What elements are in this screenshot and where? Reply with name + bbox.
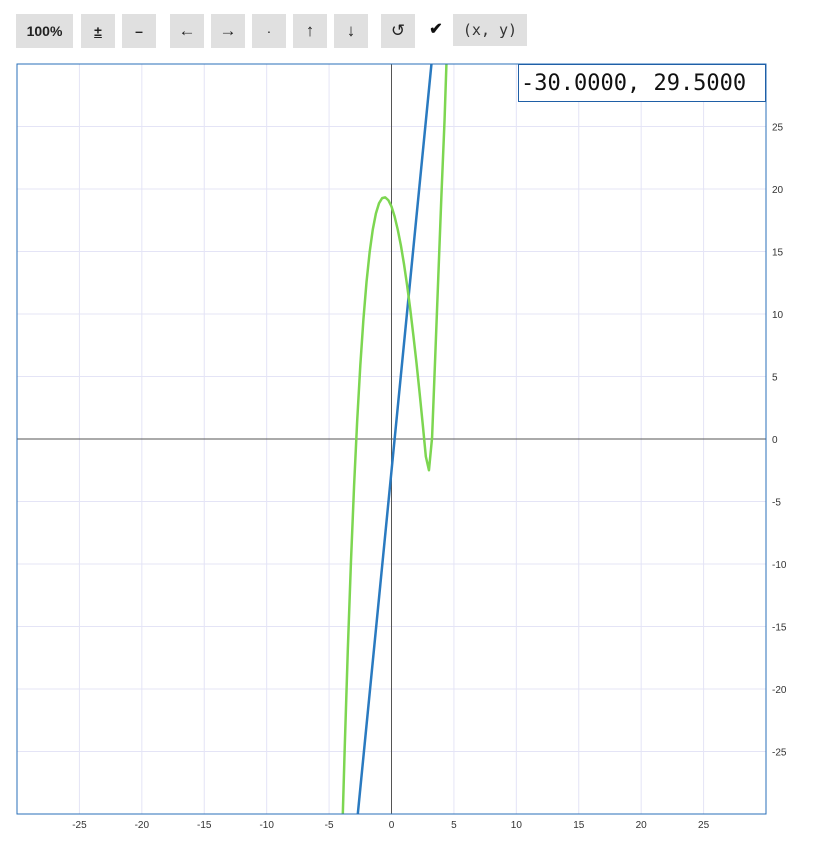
y-tick-label: -25 — [772, 748, 787, 759]
x-tick-label: -15 — [197, 820, 212, 831]
x-tick-label: 10 — [511, 820, 523, 831]
coordinate-readout: -30.0000, 29.5000 — [518, 64, 766, 102]
pan-right-button[interactable]: → — [211, 14, 245, 48]
zoom-out-button[interactable]: – — [122, 14, 156, 48]
plot-frame — [16, 63, 767, 815]
y-tick-label: -10 — [772, 560, 787, 571]
series-line-1 — [356, 64, 433, 814]
pan-up-button[interactable]: ↑ — [293, 14, 327, 48]
toolbar: 100% ± – ← → · ↑ ↓ ↺ ✔ (x, y) — [0, 0, 815, 60]
y-tick-label: 25 — [772, 123, 784, 134]
x-tick-label: 15 — [573, 820, 585, 831]
y-tick-label: 5 — [772, 373, 778, 384]
center-button[interactable]: · — [252, 14, 286, 48]
series-line-2 — [341, 64, 448, 814]
x-tick-label: 5 — [451, 820, 457, 831]
x-tick-label: 20 — [636, 820, 648, 831]
y-tick-label: -15 — [772, 623, 787, 634]
y-tick-label: 10 — [772, 310, 784, 321]
reset-button[interactable]: ↺ — [381, 14, 415, 48]
zoom-reset-button[interactable]: 100% — [16, 14, 73, 48]
xy-checkbox[interactable]: ✔ — [429, 21, 443, 38]
xy-toggle-label[interactable]: (x, y) — [453, 14, 527, 46]
pan-left-button[interactable]: ← — [170, 14, 204, 48]
y-tick-label: -20 — [772, 685, 787, 696]
x-tick-label: -25 — [72, 820, 87, 831]
y-tick-label: 15 — [772, 248, 784, 259]
x-tick-label: 25 — [698, 820, 710, 831]
x-tick-label: -10 — [259, 820, 274, 831]
pan-down-button[interactable]: ↓ — [334, 14, 368, 48]
x-tick-label: 0 — [389, 820, 395, 831]
x-tick-label: -5 — [325, 820, 334, 831]
y-tick-label: 0 — [772, 435, 778, 446]
x-tick-label: -20 — [135, 820, 150, 831]
y-tick-label: 20 — [772, 185, 784, 196]
y-tick-label: -5 — [772, 498, 781, 509]
zoom-in-out-button[interactable]: ± — [81, 14, 115, 48]
